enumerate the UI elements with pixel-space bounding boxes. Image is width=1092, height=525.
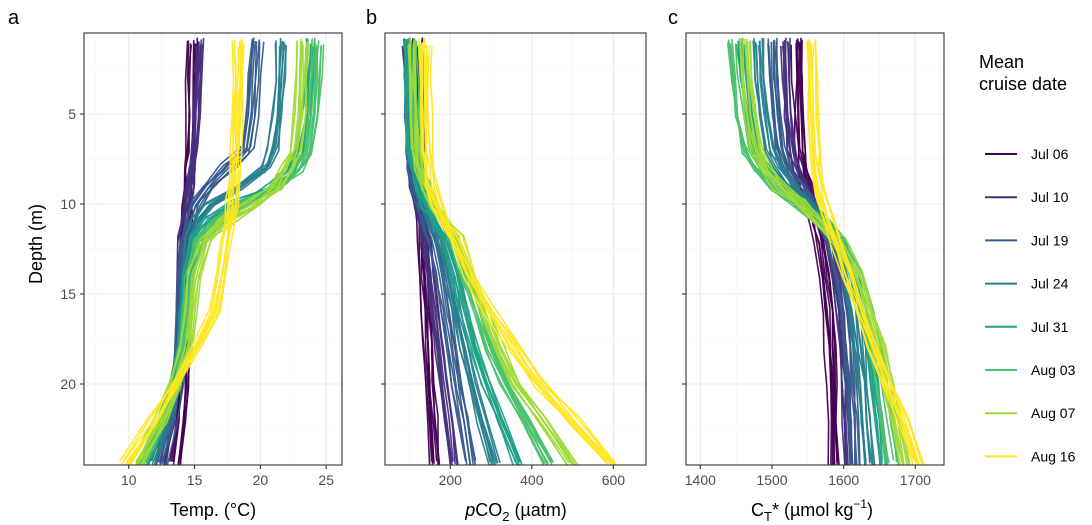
legend-label: Aug 16	[1031, 448, 1076, 464]
x-tick-label-temperature: 20	[253, 472, 269, 488]
legend-entries: Jul 06 Jul 10 Jul 19 Jul 24 Jul 31 Aug 03 Aug …	[985, 146, 1076, 464]
legend-label: Aug 03	[1031, 362, 1076, 378]
legend-label: Aug 07	[1031, 405, 1076, 421]
legend-title-line2: cruise date	[979, 74, 1067, 94]
legend-label: Jul 24	[1031, 276, 1069, 292]
x-axis-title-ct-sub: T	[764, 509, 772, 524]
y-tick-label: 15	[60, 286, 76, 302]
x-tick-label-pco2: 600	[602, 472, 626, 488]
panel-ct: c 1400 1500 1600 1700 CT* (µmol kg−1)	[668, 7, 944, 524]
panel-letter-b: b	[366, 7, 377, 29]
x-axis-title-ct-sup: −1	[853, 497, 867, 511]
x-axis-title-ct-mid: * (µmol kg	[772, 500, 853, 520]
y-axis-title-depth: Depth (m)	[26, 204, 46, 284]
legend-title-line1: Mean	[979, 52, 1024, 72]
legend-label: Jul 31	[1031, 319, 1069, 335]
x-tick-label-ct: 1700	[900, 472, 931, 488]
panel-pco2: b 200 400 600 pCO2 (µatm)	[366, 7, 646, 524]
x-axis-title-pco2-sub: 2	[502, 509, 509, 524]
x-tick-label-ct: 1600	[828, 472, 859, 488]
x-axis-title-pco2-main: CO	[475, 500, 502, 520]
legend-label: Jul 19	[1031, 232, 1069, 248]
panel-letter-c: c	[668, 7, 678, 29]
panel-temperature: a 10 15 20 25 5 10 15 20 Temp. (°C) Depth (m)	[8, 7, 342, 520]
x-tick-label-pco2: 400	[520, 472, 544, 488]
x-axis-title-pco2-italic: p	[464, 500, 475, 520]
x-axis-title-ct-end: )	[867, 500, 873, 520]
x-tick-label-temperature: 10	[121, 472, 137, 488]
x-tick-label-temperature: 15	[187, 472, 203, 488]
x-axis-title-ct-main: C	[751, 500, 764, 520]
x-axis-title-temperature: Temp. (°C)	[170, 500, 256, 520]
legend: Mean cruise date Jul 06 Jul 10 Jul 19 Jul 2…	[979, 52, 1076, 464]
legend-label: Jul 10	[1031, 189, 1069, 205]
y-tick-label: 10	[60, 196, 76, 212]
legend-label: Jul 06	[1031, 146, 1069, 162]
y-tick-label: 20	[60, 376, 76, 392]
x-axis-title-pco2-unit: (µatm)	[509, 500, 566, 520]
panel-letter-a: a	[8, 7, 20, 29]
x-tick-label-ct: 1500	[756, 472, 787, 488]
x-tick-label-temperature: 25	[318, 472, 334, 488]
x-axis-title-pco2: pCO2 (µatm)	[464, 500, 567, 524]
y-tick-label: 5	[68, 106, 76, 122]
x-tick-label-pco2: 200	[439, 472, 463, 488]
x-axis-title-ct: CT* (µmol kg−1)	[751, 497, 873, 524]
x-tick-label-ct: 1400	[685, 472, 716, 488]
